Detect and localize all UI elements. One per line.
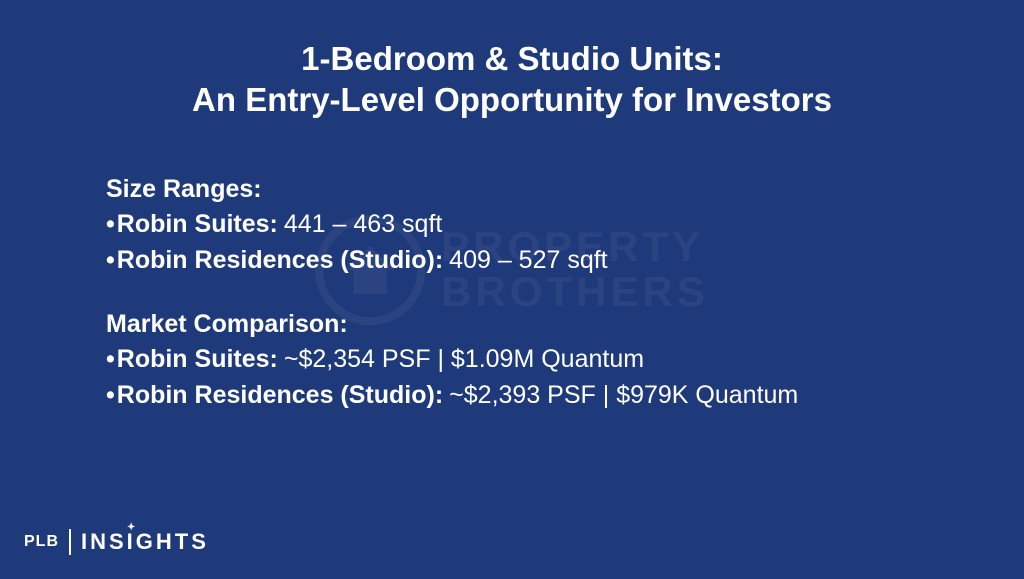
title-line-2: An Entry-Level Opportunity for Investors [192,81,832,118]
list-item: • Robin Suites: 441 – 463 sqft [106,206,964,242]
item-value: ~$2,354 PSF | $1.09M Quantum [284,341,644,377]
brand-logo: PLB INSIGHTS ✦ [24,529,209,555]
section-heading: Market Comparison: [106,310,964,339]
item-label: Robin Suites: [117,206,278,242]
section-market-comparison: Market Comparison: • Robin Suites: ~$2,3… [106,310,964,414]
list-item: • Robin Residences (Studio): ~$2,393 PSF… [106,377,964,413]
bullet-icon: • [106,206,115,242]
item-label: Robin Residences (Studio): [117,377,443,413]
item-value: ~$2,393 PSF | $979K Quantum [449,377,798,413]
section-heading: Size Ranges: [106,175,964,204]
sparkle-icon: ✦ [127,522,135,533]
title-line-1: 1-Bedroom & Studio Units: [301,40,723,77]
bullet-icon: • [106,242,115,278]
logo-plb: PLB [24,533,59,551]
item-value: 441 – 463 sqft [284,206,442,242]
logo-insights-text: INSIGHTS [81,529,209,554]
list-item: • Robin Suites: ~$2,354 PSF | $1.09M Qua… [106,341,964,377]
section-size-ranges: Size Ranges: • Robin Suites: 441 – 463 s… [106,175,964,279]
slide-title: 1-Bedroom & Studio Units: An Entry-Level… [60,38,964,121]
logo-divider [69,529,71,555]
item-label: Robin Residences (Studio): [117,242,443,278]
slide: 1-Bedroom & Studio Units: An Entry-Level… [0,0,1024,579]
logo-insights: INSIGHTS ✦ [81,529,209,555]
slide-content: Size Ranges: • Robin Suites: 441 – 463 s… [60,175,964,556]
item-label: Robin Suites: [117,341,278,377]
bullet-icon: • [106,341,115,377]
item-value: 409 – 527 sqft [449,242,607,278]
list-item: • Robin Residences (Studio): 409 – 527 s… [106,242,964,278]
bullet-icon: • [106,377,115,413]
